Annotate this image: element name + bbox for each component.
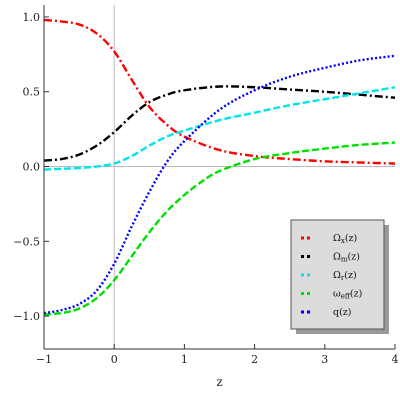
series-layer [43, 18, 396, 316]
axis-ticks: −1 0 1 2 3 4 −1.0 −0.5 0.0 0.5 1.0 [13, 11, 398, 366]
y-tick-label: 0.5 [23, 86, 41, 99]
plot-frame [43, 5, 395, 350]
series-line-0 [43, 18, 396, 165]
legend: Ωx(z) Ωm(z) Ωr(z) ωeff(z) q(z) [290, 219, 389, 334]
x-tick-label: 3 [321, 353, 328, 366]
series-line-3 [43, 141, 396, 316]
x-axis-title: z [216, 375, 222, 389]
y-tick-label: −1.0 [13, 310, 40, 323]
x-tick-label: −1 [36, 353, 52, 366]
x-tick-label: 4 [392, 353, 399, 366]
legend-label: Ωr(z) [333, 270, 357, 282]
x-tick-label: 2 [251, 353, 258, 366]
legend-label: Ωm(z) [333, 252, 360, 264]
series-line-4 [43, 54, 396, 315]
legend-box [290, 219, 385, 330]
y-tick-label: −0.5 [13, 235, 40, 248]
legend-label: q(z) [333, 307, 352, 318]
plot-area [43, 5, 396, 349]
x-tick-label: 0 [111, 353, 118, 366]
series-line-2 [43, 86, 396, 171]
legend-label: ωeff(z) [333, 289, 362, 301]
legend-label: Ωx(z) [333, 233, 357, 245]
series-line-1 [43, 85, 396, 162]
y-tick-label: 0.0 [23, 161, 41, 174]
x-tick-label: 1 [181, 353, 188, 366]
y-tick-label: 1.0 [23, 11, 41, 24]
